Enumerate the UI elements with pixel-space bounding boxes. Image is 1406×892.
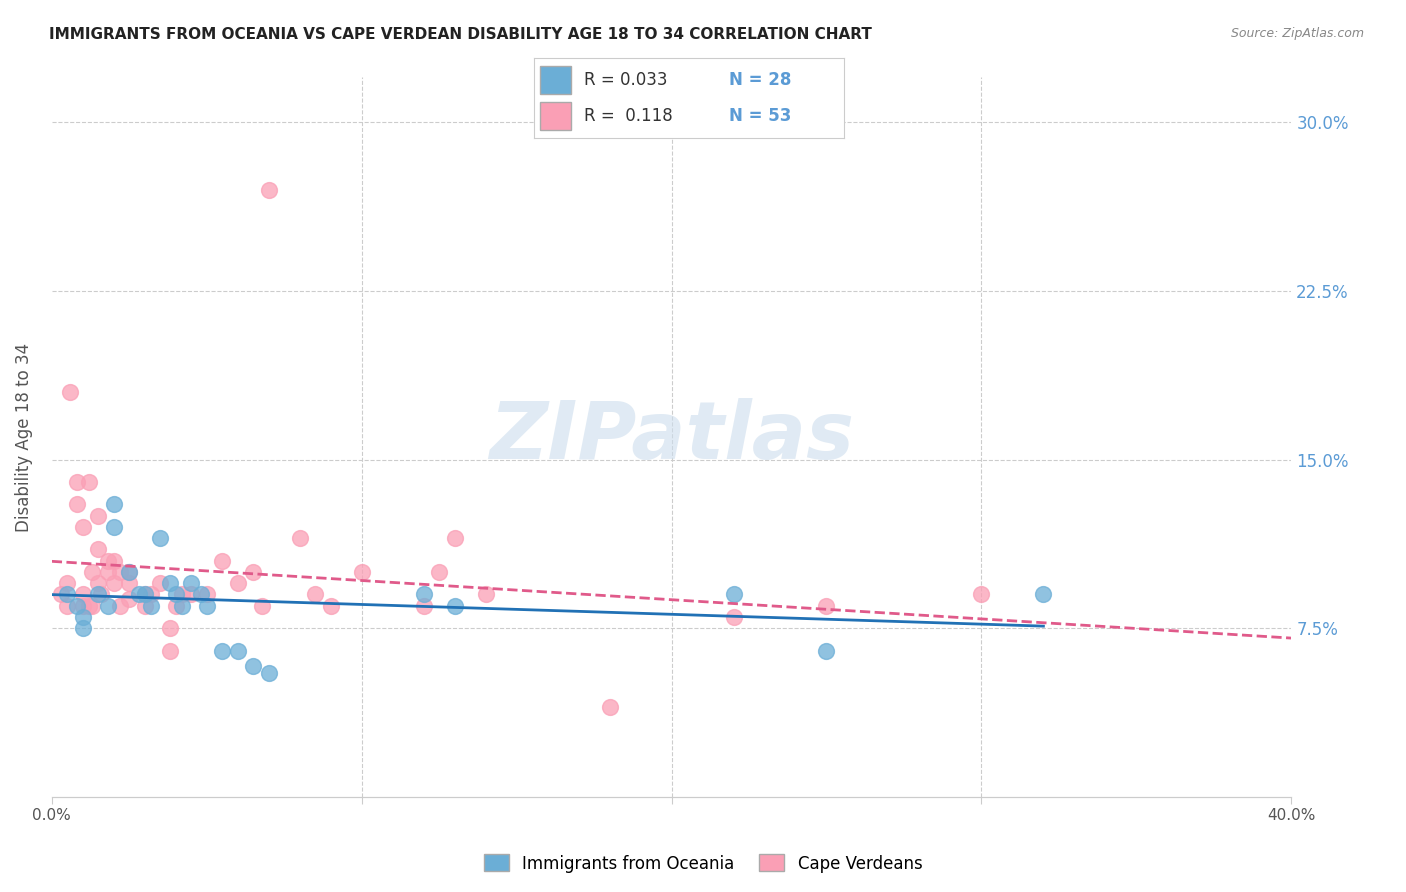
Point [103, 498, 125, 512]
Point [103, 576, 125, 591]
Y-axis label: Disability Age 18 to 34: Disability Age 18 to 34 [15, 343, 32, 532]
Point [72, 520, 94, 534]
Point [108, 599, 131, 613]
Point [65, 498, 87, 512]
Point [443, 531, 465, 545]
Point [87, 508, 110, 523]
Point [96, 599, 118, 613]
Point [108, 565, 131, 579]
Point [211, 643, 233, 657]
Point [139, 587, 162, 601]
Point [815, 643, 838, 657]
Point [149, 531, 172, 545]
Point [80, 565, 103, 579]
Legend: Immigrants from Oceania, Cape Verdeans: Immigrants from Oceania, Cape Verdeans [477, 847, 929, 880]
Point [134, 587, 156, 601]
Text: R =  0.118: R = 0.118 [583, 107, 672, 125]
Point [77, 599, 100, 613]
Point [72, 599, 94, 613]
Point [72, 610, 94, 624]
Point [72, 587, 94, 601]
Point [103, 520, 125, 534]
Point [815, 599, 838, 613]
Point [304, 587, 326, 601]
Point [242, 659, 264, 673]
Text: N = 53: N = 53 [730, 107, 792, 125]
Point [72, 621, 94, 635]
Point [77, 475, 100, 489]
Point [180, 576, 202, 591]
Point [211, 554, 233, 568]
Point [128, 587, 150, 601]
Point [288, 531, 311, 545]
Point [226, 576, 249, 591]
Point [87, 542, 110, 557]
Point [134, 599, 156, 613]
Point [257, 666, 280, 681]
Point [242, 565, 264, 579]
Point [90, 587, 112, 601]
Point [139, 599, 162, 613]
Point [56, 587, 79, 601]
Point [65, 599, 87, 613]
Point [56, 599, 79, 613]
Text: R = 0.033: R = 0.033 [583, 71, 668, 89]
Text: Source: ZipAtlas.com: Source: ZipAtlas.com [1230, 27, 1364, 40]
Point [87, 587, 110, 601]
Point [350, 565, 373, 579]
Point [118, 565, 141, 579]
Point [149, 576, 172, 591]
Point [103, 554, 125, 568]
Point [190, 587, 212, 601]
Point [226, 643, 249, 657]
Point [96, 554, 118, 568]
Text: IMMIGRANTS FROM OCEANIA VS CAPE VERDEAN DISABILITY AGE 18 TO 34 CORRELATION CHAR: IMMIGRANTS FROM OCEANIA VS CAPE VERDEAN … [49, 27, 872, 42]
Text: ZIPatlas: ZIPatlas [489, 398, 853, 476]
Point [134, 587, 156, 601]
Point [319, 599, 342, 613]
Point [427, 565, 450, 579]
Point [96, 565, 118, 579]
Point [970, 587, 993, 601]
Point [159, 643, 181, 657]
Point [1032, 587, 1054, 601]
Point [118, 591, 141, 606]
Point [170, 599, 193, 613]
Point [118, 576, 141, 591]
Point [87, 576, 110, 591]
Point [443, 599, 465, 613]
FancyBboxPatch shape [540, 66, 571, 95]
Point [118, 565, 141, 579]
Point [474, 587, 496, 601]
Point [252, 599, 274, 613]
Point [170, 587, 193, 601]
Point [412, 587, 434, 601]
Point [723, 587, 745, 601]
Point [257, 183, 280, 197]
FancyBboxPatch shape [540, 103, 571, 130]
Point [59, 385, 82, 400]
Point [80, 599, 103, 613]
Point [195, 587, 218, 601]
Point [165, 599, 187, 613]
Point [180, 587, 202, 601]
Text: N = 28: N = 28 [730, 71, 792, 89]
Point [723, 610, 745, 624]
Point [159, 576, 181, 591]
Point [599, 699, 621, 714]
Point [56, 576, 79, 591]
Point [412, 599, 434, 613]
Point [195, 599, 218, 613]
Point [49, 587, 72, 601]
Point [165, 587, 187, 601]
Point [159, 621, 181, 635]
Point [65, 475, 87, 489]
